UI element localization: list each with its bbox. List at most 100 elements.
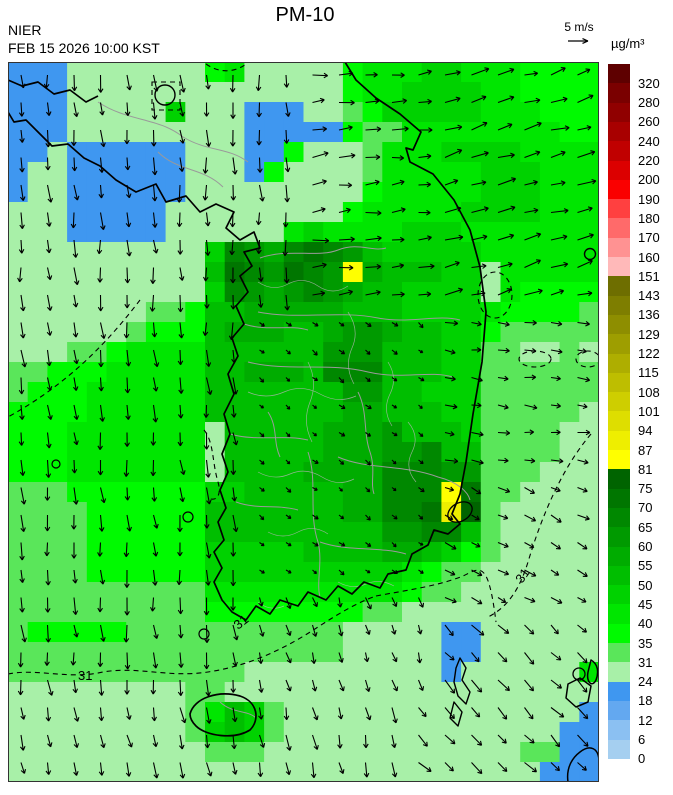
wind-arrow	[497, 569, 510, 576]
colorbar-tick-label: 31	[638, 654, 653, 670]
pm10-cell	[480, 582, 502, 603]
pm10-cell	[67, 382, 88, 403]
wind-arrow	[259, 349, 265, 354]
wind-arrow	[285, 349, 291, 355]
pm10-cell	[264, 442, 285, 463]
wind-arrow	[338, 624, 344, 637]
wind-arrow	[257, 294, 264, 308]
pm10-cell	[480, 322, 502, 343]
wind-arrow	[497, 624, 510, 634]
wind-arrow	[497, 762, 508, 773]
pm10-cell	[323, 422, 344, 443]
wind-arrow	[338, 349, 346, 355]
pm10-cell	[86, 542, 108, 563]
pm10-cell	[27, 502, 48, 523]
pm10-cell	[27, 582, 48, 603]
wind-arrow	[577, 624, 588, 633]
wind-arrow	[230, 102, 236, 119]
pm10-cell	[362, 762, 383, 782]
pm10-cell	[303, 162, 324, 183]
wind-arrow	[550, 208, 569, 214]
wind-arrow	[312, 262, 327, 269]
pm10-cell	[224, 82, 245, 103]
datetime-label: FEB 15 2026 10:00 KST	[8, 40, 160, 56]
pm10-cell	[67, 102, 88, 123]
pm10-cell	[47, 182, 68, 203]
wind-arrow	[46, 432, 52, 449]
wind-arrow	[19, 569, 25, 583]
pm10-cell	[244, 462, 265, 483]
wind-arrow	[152, 624, 159, 639]
pm10-cell	[500, 242, 521, 263]
wind-arrow	[363, 734, 369, 749]
pm10-cell	[185, 382, 206, 403]
wind-arrow	[577, 403, 588, 410]
wind-arrow	[125, 184, 132, 199]
wind-arrow	[471, 679, 483, 693]
wind-arrow	[46, 294, 53, 311]
colorbar-tick-label: 220	[638, 153, 660, 168]
wind-arrow	[471, 67, 490, 76]
pm10-cell	[402, 162, 423, 183]
wind-arrow	[391, 707, 398, 724]
pm10-cell	[500, 762, 521, 782]
pm10-cell	[402, 742, 423, 763]
wind-arrow	[365, 179, 380, 186]
pm10-cell	[303, 142, 324, 163]
colorbar-tick-label: 160	[638, 249, 660, 265]
pm10-cell	[342, 762, 364, 782]
wind-arrow	[285, 762, 292, 776]
wind-arrow	[177, 349, 184, 366]
wind-arrow	[259, 322, 265, 327]
pm10-cell	[323, 402, 344, 423]
pm10-cell	[323, 242, 344, 263]
pm10-cell	[402, 242, 423, 263]
pm10-cell	[559, 742, 580, 763]
pm10-cell	[480, 482, 502, 503]
wind-arrow	[124, 102, 131, 117]
wind-arrow	[312, 151, 329, 159]
pm10-cell	[500, 642, 521, 663]
pm10-cell	[520, 382, 541, 403]
pm10-cell	[264, 82, 285, 103]
pm10-cell	[264, 422, 285, 443]
wind-arrow	[338, 404, 346, 410]
wind-arrow	[391, 349, 398, 355]
wind-arrow	[283, 129, 290, 144]
wind-arrow	[152, 569, 158, 586]
pm10-cell	[106, 562, 127, 583]
pm10-cell	[579, 582, 599, 603]
wind-arrow	[471, 762, 483, 775]
pm10-cell	[145, 502, 167, 523]
pm10-cell	[67, 562, 88, 583]
colorbar-cell	[608, 160, 630, 181]
pm10-cell	[165, 562, 186, 583]
wind-arrow	[205, 74, 211, 90]
pm10-cell	[539, 642, 561, 663]
wind-arrow	[391, 377, 398, 382]
wind-arrow	[71, 129, 77, 146]
wind-arrow	[391, 487, 397, 492]
wind-arrow	[471, 487, 482, 495]
pm10-cell	[244, 202, 265, 223]
pm10-cell	[86, 442, 108, 463]
pm10-cell	[47, 242, 68, 263]
pm10-cell	[67, 522, 88, 543]
pm10-cell	[67, 422, 88, 443]
pm10-cell	[106, 102, 127, 123]
wind-arrow	[444, 178, 459, 186]
pm10-cell	[441, 402, 462, 423]
pm10-cell	[165, 282, 186, 303]
pm10-cell	[480, 382, 502, 403]
wind-arrow	[258, 734, 266, 748]
wind-arrow	[124, 157, 131, 171]
colorbar-cell	[608, 64, 630, 84]
wind-arrow	[285, 459, 291, 465]
pm10-cell	[145, 462, 167, 483]
contour-line-31	[205, 63, 247, 72]
pm10-cell	[402, 722, 423, 743]
pm10-cell	[185, 122, 206, 143]
pm10-cell	[461, 742, 482, 763]
wind-arrow	[524, 569, 537, 577]
pm10-cell	[67, 62, 88, 83]
